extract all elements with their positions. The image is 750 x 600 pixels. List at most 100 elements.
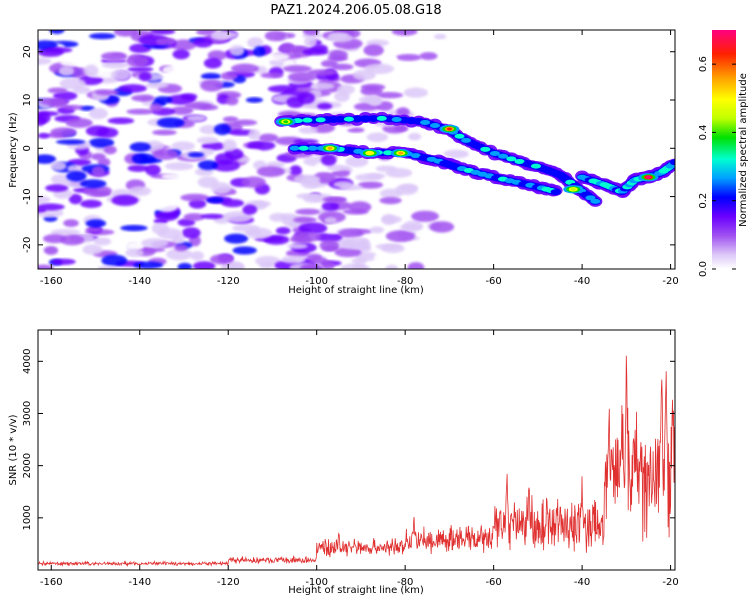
noise-blob bbox=[360, 86, 383, 96]
noise-blob bbox=[302, 30, 320, 36]
noise-blob bbox=[222, 211, 253, 223]
noise-blob bbox=[50, 229, 81, 236]
noise-blob bbox=[222, 116, 239, 123]
noise-blob bbox=[213, 123, 232, 136]
noise-blob bbox=[233, 119, 258, 126]
noise-blob bbox=[190, 251, 204, 261]
noise-blob bbox=[266, 53, 290, 61]
colorbar-ticks: 0.0 0.2 0.4 0.6 bbox=[698, 56, 736, 277]
noise-blob bbox=[258, 133, 279, 143]
noise-blob bbox=[136, 247, 166, 253]
noise-blob bbox=[43, 47, 73, 53]
noise-blob bbox=[149, 30, 176, 35]
noise-blob bbox=[171, 141, 196, 151]
noise-blob bbox=[186, 115, 207, 122]
spectrogram-panel: -160 -140 -120 -100 -80 -60 -40 -20-20-1001020 … bbox=[8, 29, 679, 296]
noise-blob bbox=[80, 199, 103, 209]
noise-blob bbox=[126, 108, 155, 115]
noise-blob bbox=[229, 45, 245, 57]
noise-blob bbox=[177, 262, 193, 269]
x-tick-label: -80 bbox=[397, 577, 413, 588]
noise-blob bbox=[280, 213, 298, 222]
noise-blob bbox=[65, 117, 93, 128]
y-tick-label: 4000 bbox=[22, 349, 33, 374]
noise-blob bbox=[369, 99, 382, 107]
x-tick-label: -20 bbox=[662, 276, 678, 287]
noise-blob bbox=[125, 248, 144, 258]
noise-blob bbox=[366, 132, 389, 142]
spectrogram-frame bbox=[37, 29, 676, 270]
y-tick-label: 0 bbox=[22, 145, 33, 151]
noise-blob bbox=[153, 96, 173, 104]
noise-blob bbox=[263, 234, 290, 245]
noise-blob bbox=[48, 100, 68, 108]
noise-blob bbox=[256, 166, 285, 178]
noise-blob bbox=[364, 63, 395, 74]
noise-blob bbox=[101, 61, 130, 69]
noise-blob bbox=[231, 63, 260, 74]
noise-blob bbox=[79, 179, 107, 189]
noise-blob bbox=[133, 261, 164, 269]
noise-blob bbox=[375, 243, 402, 250]
figure-title: PAZ1.2024.206.05.08.G18 bbox=[270, 3, 441, 18]
track-core bbox=[335, 115, 347, 123]
track-peak bbox=[367, 151, 373, 155]
noise-blob bbox=[281, 255, 306, 264]
noise-blob bbox=[320, 154, 337, 166]
noise-blob bbox=[193, 37, 213, 48]
noise-blob bbox=[206, 197, 224, 204]
noise-blob bbox=[222, 139, 237, 152]
noise-blob bbox=[60, 58, 83, 67]
noise-blob bbox=[101, 254, 128, 267]
noise-blob bbox=[47, 87, 68, 94]
track-value bbox=[418, 154, 429, 160]
noise-blob bbox=[232, 246, 257, 255]
noise-blob bbox=[155, 37, 176, 46]
noise-blob bbox=[131, 153, 149, 164]
noise-blob bbox=[126, 55, 149, 68]
noise-blob bbox=[302, 48, 329, 56]
track-peak bbox=[446, 127, 452, 131]
noise-blob bbox=[433, 33, 447, 40]
noise-blob bbox=[181, 227, 201, 239]
noise-blob bbox=[166, 248, 193, 261]
noise-blob bbox=[110, 69, 131, 81]
noise-blob bbox=[317, 102, 333, 110]
noise-blob bbox=[200, 79, 224, 92]
noise-blob bbox=[245, 149, 262, 156]
noise-blob bbox=[85, 227, 103, 233]
noise-blob bbox=[281, 42, 295, 51]
noise-blob bbox=[267, 85, 298, 93]
noise-blob bbox=[69, 67, 88, 78]
noise-blob bbox=[323, 227, 341, 235]
track-value bbox=[555, 172, 566, 178]
y-tick-label: -20 bbox=[22, 237, 33, 253]
noise-blob bbox=[355, 173, 382, 182]
noise-blob bbox=[187, 152, 205, 158]
noise-blob bbox=[245, 227, 273, 239]
snr-background bbox=[38, 330, 675, 570]
colorbar-gradient bbox=[712, 30, 736, 269]
noise-blob bbox=[85, 219, 107, 228]
noise-blob bbox=[395, 53, 422, 61]
noise-blob bbox=[157, 228, 183, 240]
noise-blob bbox=[38, 132, 50, 139]
noise-blob bbox=[131, 94, 155, 102]
x-tick-label: -20 bbox=[662, 577, 678, 588]
track-value bbox=[406, 118, 417, 124]
noise-blob bbox=[83, 185, 113, 197]
x-tick-label: -40 bbox=[574, 276, 590, 287]
noise-blob bbox=[298, 222, 328, 235]
noise-blob bbox=[200, 213, 224, 220]
noise-blob bbox=[296, 193, 320, 199]
noise-blob bbox=[385, 168, 413, 178]
noise-blob bbox=[59, 77, 86, 90]
noise-blob bbox=[127, 241, 145, 251]
x-tick-label: -120 bbox=[217, 276, 240, 287]
x-tick-label: -80 bbox=[397, 276, 413, 287]
noise-blob bbox=[408, 132, 422, 141]
noise-blob bbox=[253, 46, 266, 57]
noise-blob bbox=[242, 204, 258, 215]
snr-panel: -160 -140 -120 -100 -80 -60 -40 -20 1000 2000 3000… bbox=[8, 329, 679, 596]
